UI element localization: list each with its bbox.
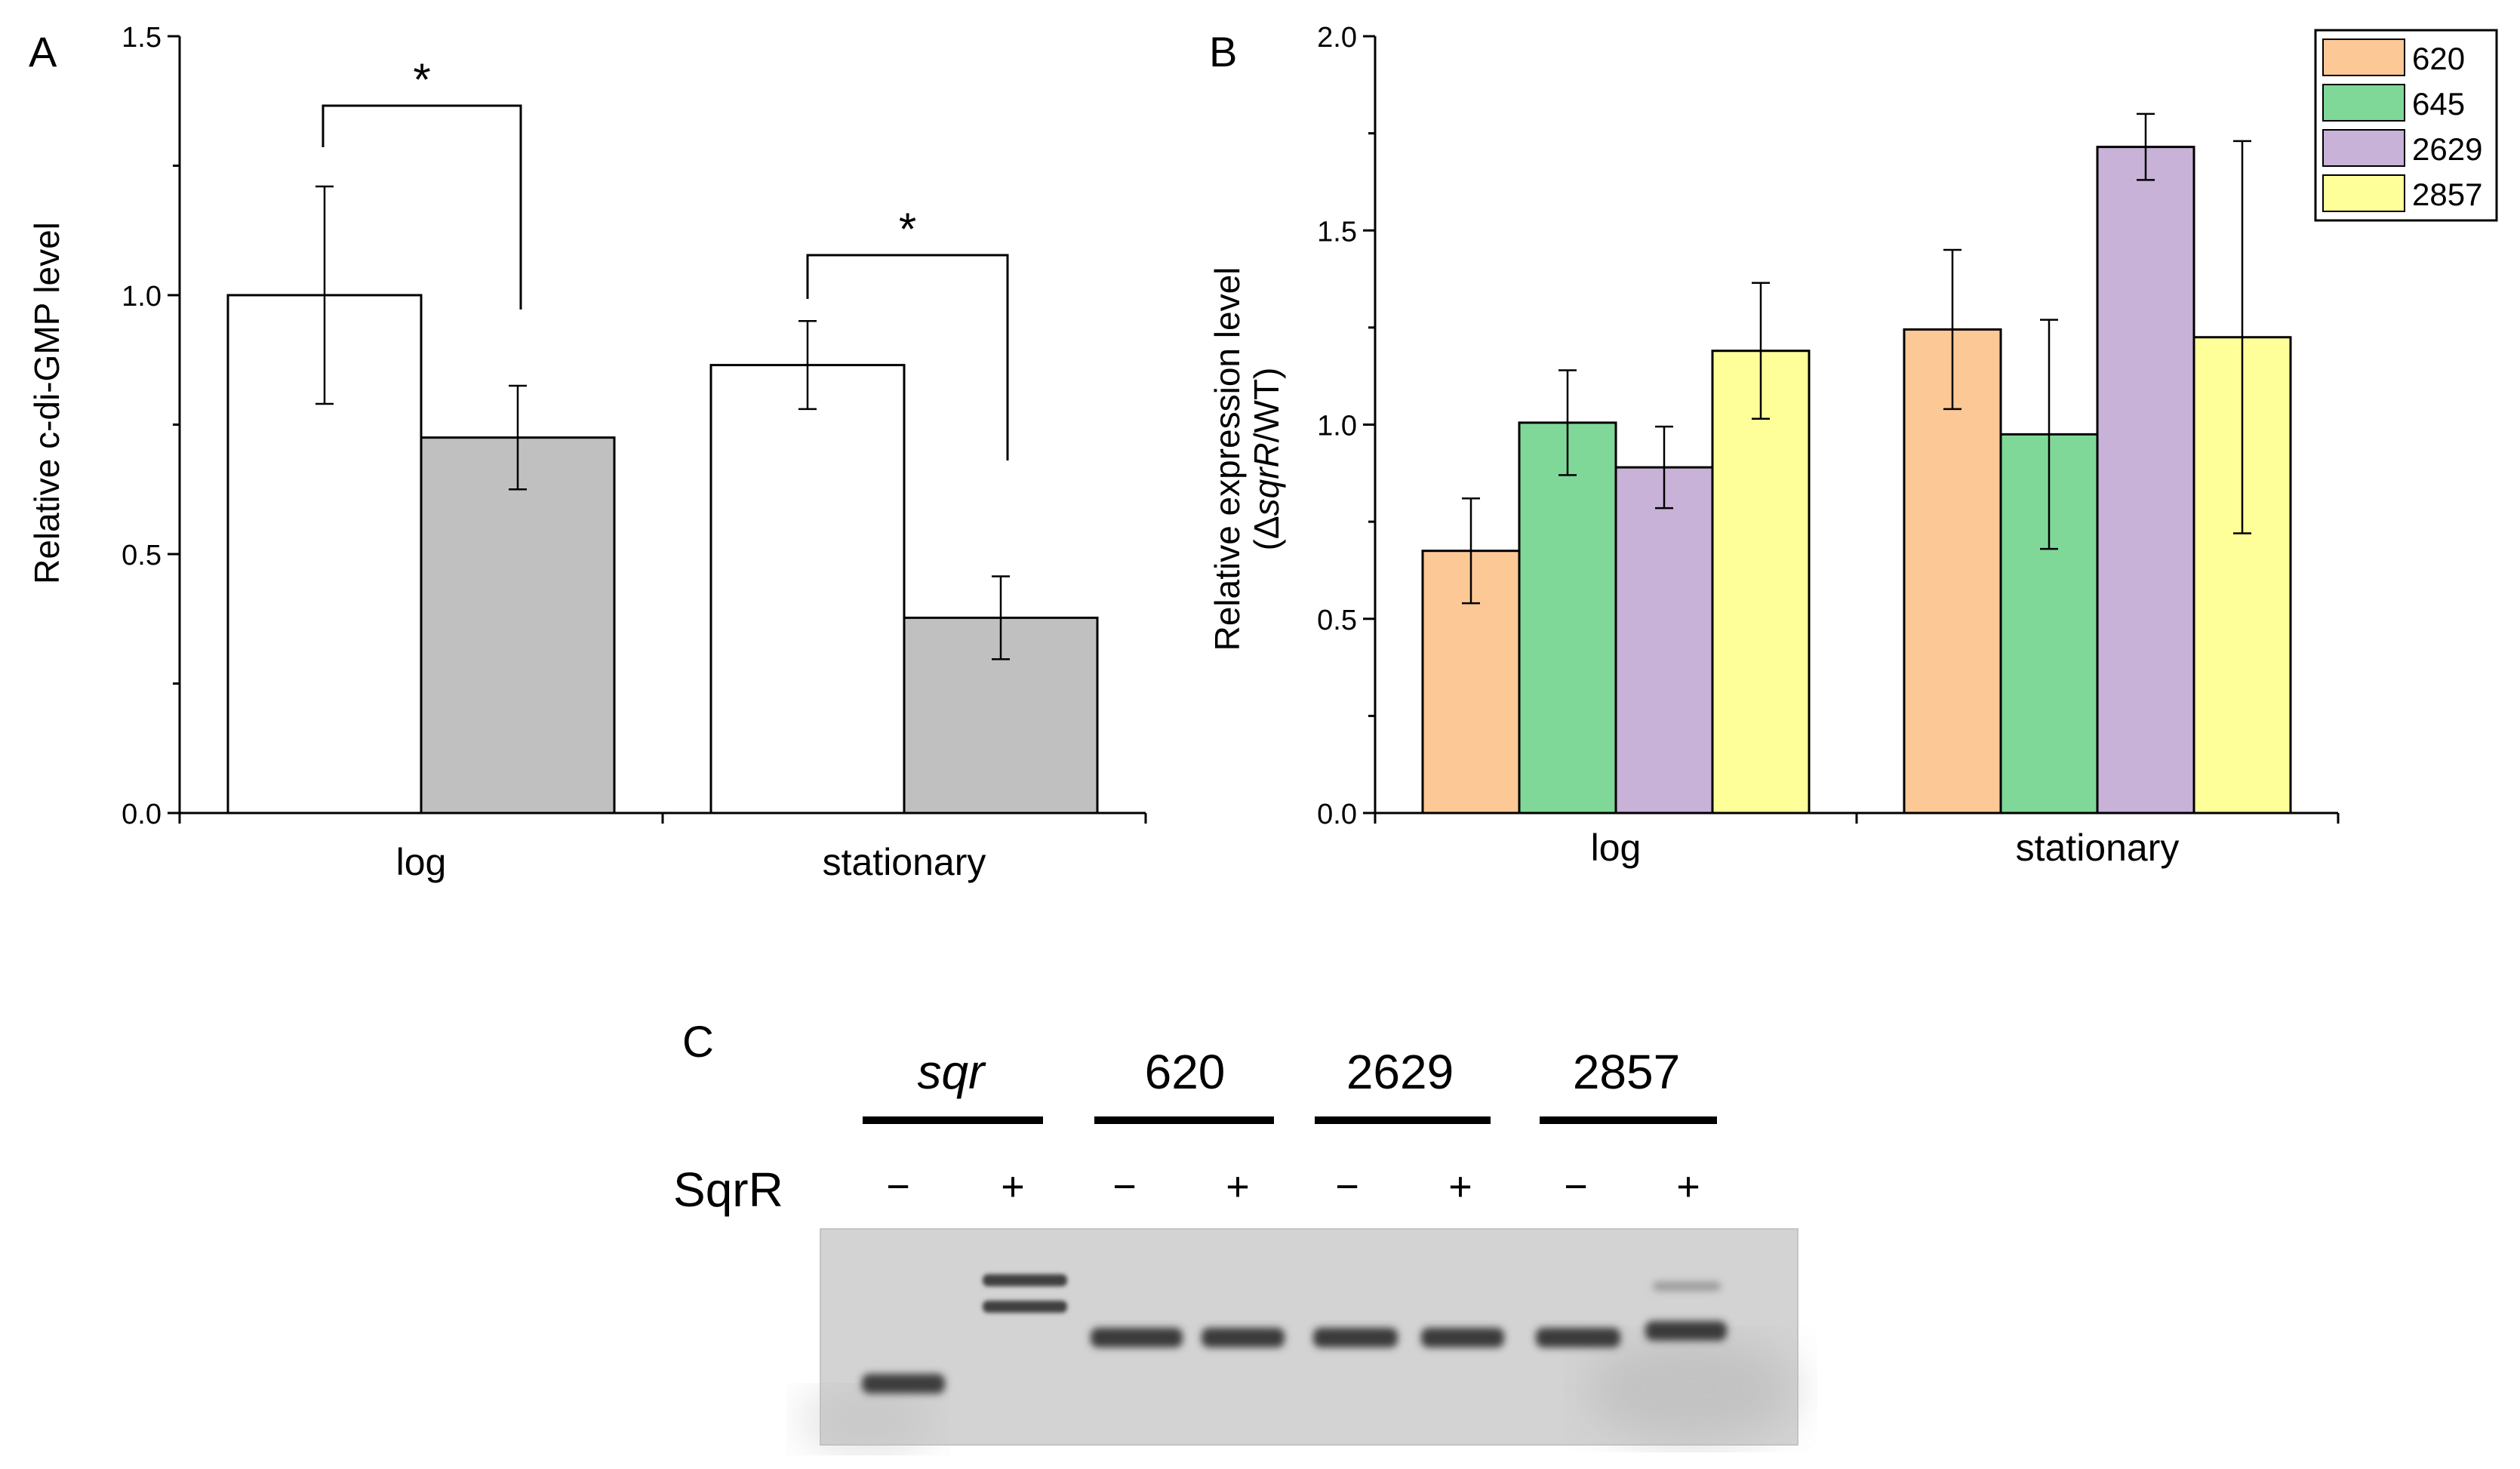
panel-c: C SqrR sqr 620 2629 2857 − + − + − + − + [673, 1018, 1798, 1449]
gel-band [1645, 1321, 1727, 1341]
legend-swatch-2629 [2322, 129, 2405, 167]
panel-b-y-axis-label: Relative expression level (ΔsqrR/WT) [1208, 267, 1286, 651]
legend-label-620: 620 [2412, 41, 2465, 76]
gel-image [800, 1228, 1798, 1449]
b-category-label: log [1591, 827, 1642, 869]
a-y-tick-label: 1.0 [122, 281, 162, 313]
significance-bracket [322, 104, 522, 310]
b-y-tick-label: 1.5 [1317, 216, 1357, 248]
a-y-tick-label: 1.5 [122, 22, 162, 54]
b-y-tick-label: 0.0 [1317, 799, 1357, 830]
significance-star: * [413, 54, 430, 105]
lane-sign: + [1226, 1164, 1250, 1209]
gel-band [1202, 1328, 1285, 1347]
b-bar-log-2857 [1711, 350, 1811, 815]
panel-a-y-axis-label: Relative c-di-GMP level [27, 222, 66, 584]
panel-b-y-axis-label-line2: (ΔsqrR/WT) [1247, 368, 1286, 551]
gel-band [983, 1301, 1067, 1313]
lane-sign: + [1001, 1164, 1025, 1209]
legend-label-2629: 2629 [2412, 131, 2482, 167]
gel-band [862, 1374, 945, 1394]
gel-lane-signs: − + − + − + − + [886, 1164, 1700, 1209]
a-bar-stationary-WT [709, 364, 906, 815]
b-y-tick-label: 2.0 [1317, 22, 1357, 54]
legend-swatch-645 [2322, 84, 2405, 122]
panel-a-significance: ** [322, 54, 1009, 460]
a-y-tick-label: 0.0 [122, 799, 162, 830]
gel-group-label-2629: 2629 [1346, 1045, 1454, 1099]
b-bar-log-645 [1518, 421, 1617, 815]
gel-group-label-2857: 2857 [1573, 1045, 1680, 1099]
gel-band [1091, 1328, 1183, 1347]
b-y-tick-label: 0.5 [1317, 605, 1357, 636]
legend-label-2857: 2857 [2412, 177, 2482, 212]
gel-band [1421, 1328, 1504, 1347]
gel-band [1536, 1328, 1620, 1347]
gel-group-label-620: 620 [1145, 1045, 1226, 1099]
gel-band [1313, 1328, 1398, 1347]
panel-a-bars [226, 185, 1099, 815]
panel-c-letter: C [682, 1018, 714, 1067]
gel-group-label-sqr: sqr [918, 1045, 987, 1099]
lane-sign: − [1112, 1164, 1137, 1209]
a-y-tick-label: 0.5 [122, 540, 162, 571]
a-bar-log-ΔsqrR [420, 436, 616, 815]
panel-b-letter: B [1209, 28, 1237, 75]
lane-sign: − [886, 1164, 910, 1209]
b-bar-stationary-2629 [2096, 146, 2195, 815]
panel-a-labels: 0.0 0.5 1.0 1.5 log stationary [122, 22, 986, 883]
panel-b-legend: 620 645 2629 2857 [2314, 29, 2498, 222]
sqrr-row-label: SqrR [673, 1163, 783, 1217]
panel-b-y-axis-label-line1: Relative expression level [1208, 267, 1247, 651]
legend-swatch-2857 [2322, 174, 2405, 212]
panel-a-letter: A [29, 28, 57, 75]
a-category-label: stationary [823, 841, 986, 883]
lane-sign: − [1335, 1164, 1359, 1209]
gel-group-headers: sqr 620 2629 2857 [863, 1045, 1717, 1124]
legend-swatch-620 [2322, 38, 2405, 76]
gel-band [983, 1274, 1067, 1286]
panel-b: B 0.0 0.5 1.0 1.5 2.0 log stationary Relative … [1208, 22, 2498, 869]
b-category-label: stationary [2016, 827, 2180, 869]
b-y-tick-label: 1.0 [1317, 411, 1357, 442]
legend-label-645: 645 [2412, 86, 2465, 122]
lane-sign: + [1448, 1164, 1472, 1209]
b-bar-log-2629 [1614, 466, 1714, 815]
panel-b-bars [1421, 112, 2292, 815]
a-category-label: log [396, 841, 447, 883]
panel-b-labels: 0.0 0.5 1.0 1.5 2.0 log stationary [1317, 22, 2179, 869]
b-bar-stationary-620 [1903, 328, 2002, 815]
lane-sign: − [1564, 1164, 1588, 1209]
significance-star: * [899, 204, 916, 254]
lane-sign: + [1676, 1164, 1700, 1209]
significance-bracket [806, 254, 1009, 460]
